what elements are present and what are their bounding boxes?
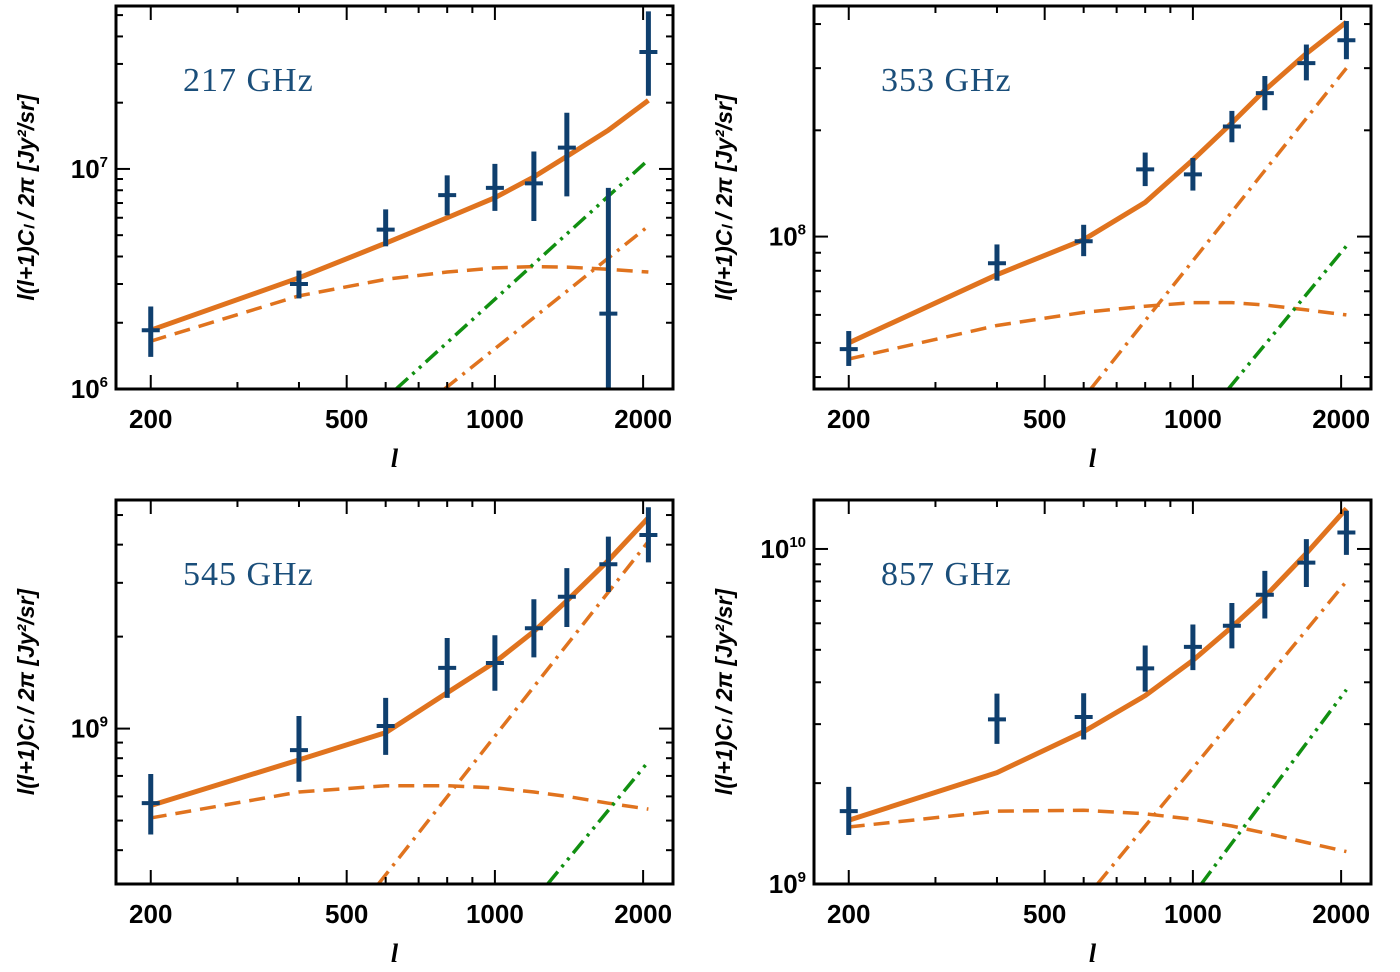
panel-title: 545 GHz (183, 556, 314, 593)
chart-panel: 200 500 1000 2000 109 1010 l l(l+1)Cₗ / 2π [Jy²… (711, 498, 1373, 968)
chart-panel: 200 500 1000 2000 106 107 l l(l+1)Cₗ / 2π [Jy²/… (13, 4, 675, 473)
data-point (839, 331, 858, 366)
dash-dot-component-line (443, 224, 650, 389)
dashed-component-line (848, 300, 1347, 361)
panel-title: 353 GHz (881, 62, 1012, 99)
data-point (639, 507, 658, 563)
data-point (839, 786, 858, 836)
data-point (524, 599, 543, 658)
data-point (438, 175, 457, 216)
data-point (1255, 570, 1274, 619)
data-point (141, 306, 160, 357)
dash-dot-component-line (1089, 67, 1348, 389)
data-point (289, 270, 308, 299)
panel-title: 217 GHz (183, 62, 314, 99)
data-point (1337, 510, 1356, 555)
data-point (1183, 157, 1202, 191)
data-point (1222, 110, 1241, 143)
data-point (376, 697, 395, 755)
plot-area (839, 20, 1356, 389)
panel-title: 857 GHz (881, 556, 1012, 593)
data-point (524, 151, 543, 221)
data-point (557, 568, 576, 628)
y-axis-label: l(l+1)Cₗ / 2π [Jy²/sr] (711, 93, 737, 301)
x-tick-label: 200 (827, 899, 870, 929)
x-tick-label: 1000 (466, 404, 524, 434)
dashed-component-line (150, 784, 649, 820)
y-tick-label: 109 (71, 714, 108, 744)
data-point (599, 187, 618, 389)
y-axis-label: l(l+1)Cₗ / 2π [Jy²/sr] (711, 588, 737, 796)
x-axis-label: l (391, 444, 399, 473)
y-axis-label: l(l+1)Cₗ / 2π [Jy²/sr] (13, 588, 39, 796)
axes-frame (812, 4, 1373, 391)
x-axis-label: l (391, 939, 399, 968)
x-axis-label: l (1089, 939, 1097, 968)
plot-area (141, 507, 658, 884)
x-tick-label: 500 (1023, 404, 1066, 434)
x-tick-label: 2000 (614, 899, 672, 929)
x-tick-label: 2000 (614, 404, 672, 434)
data-point (987, 693, 1006, 744)
data-point (376, 209, 395, 247)
data-point (1074, 693, 1093, 740)
x-tick-label: 2000 (1312, 404, 1370, 434)
data-point (1222, 602, 1241, 649)
axes-frame (812, 498, 1373, 886)
data-point (1255, 76, 1274, 111)
x-tick-label: 1000 (466, 899, 524, 929)
axes-frame (114, 498, 675, 886)
dash-dot-dot-component-line (1199, 688, 1348, 884)
dash-dot-component-line (377, 540, 650, 884)
data-point (1183, 624, 1202, 671)
data-point (1297, 539, 1316, 587)
data-point (438, 637, 457, 698)
dash-dot-component-line (1096, 580, 1348, 884)
x-tick-label: 1000 (1164, 404, 1222, 434)
y-tick-label: 109 (769, 869, 806, 899)
y-tick-label: 107 (71, 154, 108, 184)
data-point (1136, 645, 1155, 692)
x-tick-label: 500 (325, 899, 368, 929)
plot-area (839, 506, 1356, 884)
axes-frame (114, 4, 675, 391)
y-tick-label: 106 (71, 374, 108, 404)
y-tick-label: 1010 (760, 534, 806, 564)
x-tick-label: 200 (129, 404, 172, 434)
data-point (1337, 21, 1356, 60)
data-point (599, 536, 618, 592)
chart-panel: 200 500 1000 2000 109 l l(l+1)Cₗ / 2π [Jy²/sr]… (13, 498, 675, 968)
data-point (987, 244, 1006, 281)
plot-area (141, 11, 658, 389)
data-point (1074, 224, 1093, 257)
data-point (485, 635, 504, 691)
x-tick-label: 500 (1023, 899, 1066, 929)
data-point (639, 11, 658, 96)
data-point (485, 163, 504, 211)
data-point (1297, 44, 1316, 81)
x-tick-label: 200 (827, 404, 870, 434)
data-point (289, 715, 308, 782)
x-tick-label: 1000 (1164, 899, 1222, 929)
y-axis-label: l(l+1)Cₗ / 2π [Jy²/sr] (13, 93, 39, 301)
x-tick-label: 200 (129, 899, 172, 929)
y-tick-label: 108 (769, 222, 806, 252)
total-model-line (149, 98, 650, 333)
dash-dot-dot-component-line (1226, 244, 1348, 389)
dash-dot-dot-component-line (546, 760, 650, 884)
dashed-component-line (150, 264, 649, 343)
data-point (1136, 152, 1155, 187)
data-point (557, 112, 576, 197)
x-axis-label: l (1089, 444, 1097, 473)
data-point (141, 774, 160, 835)
x-tick-label: 2000 (1312, 899, 1370, 929)
dashed-component-line (848, 808, 1347, 854)
chart-panel: 200 500 1000 2000 108 l l(l+1)Cₗ / 2π [Jy²/sr]… (711, 4, 1373, 473)
x-tick-label: 500 (325, 404, 368, 434)
